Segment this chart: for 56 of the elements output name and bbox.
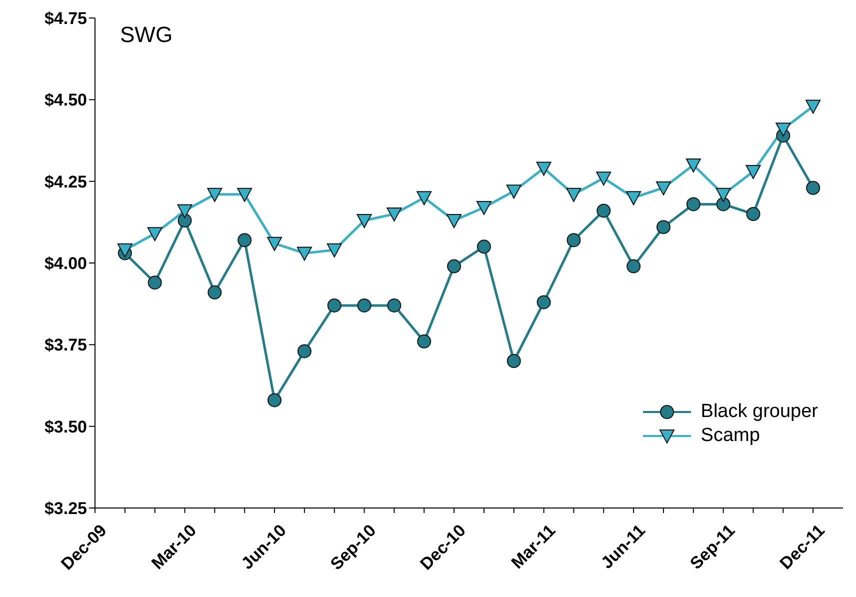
point — [686, 197, 700, 212]
point — [596, 204, 611, 218]
point — [177, 204, 192, 218]
point — [147, 227, 162, 242]
point — [447, 259, 462, 274]
point — [566, 233, 581, 248]
point — [806, 100, 821, 114]
point — [626, 259, 641, 274]
legend-label: Scamp — [700, 425, 760, 447]
point — [356, 214, 372, 228]
point — [536, 162, 552, 176]
point — [806, 180, 820, 195]
point — [506, 354, 521, 368]
point — [656, 181, 671, 196]
y-tick-label: $4.00 — [44, 254, 87, 274]
point — [208, 285, 222, 300]
point — [536, 295, 551, 310]
point — [238, 233, 252, 248]
point — [686, 158, 701, 172]
point — [416, 191, 432, 206]
point — [326, 243, 342, 258]
point — [596, 172, 612, 186]
point — [716, 188, 731, 202]
point — [716, 197, 730, 212]
chart-title: SWG — [120, 22, 173, 48]
y-tick-label: $3.25 — [44, 499, 87, 518]
point — [626, 191, 642, 206]
point — [327, 298, 342, 312]
point — [506, 184, 522, 199]
legend-label: Black grouper — [700, 401, 818, 423]
point — [148, 276, 162, 290]
point — [446, 214, 462, 228]
point — [296, 246, 312, 261]
point — [746, 207, 760, 221]
point — [237, 188, 252, 202]
point — [476, 240, 491, 254]
point — [656, 220, 670, 234]
y-tick-label: $4.25 — [44, 172, 87, 192]
point — [178, 214, 192, 228]
y-tick-label: $3.75 — [44, 336, 87, 355]
point — [386, 208, 402, 222]
point — [207, 188, 222, 202]
point — [417, 334, 432, 348]
point — [297, 344, 312, 358]
point — [476, 200, 492, 215]
y-tick-label: $4.50 — [44, 90, 87, 110]
point — [117, 243, 132, 258]
point — [566, 188, 582, 202]
point — [387, 298, 402, 312]
y-tick-label: $4.75 — [44, 9, 87, 28]
point — [746, 165, 761, 180]
point — [776, 122, 791, 137]
point — [267, 236, 282, 251]
point — [357, 298, 372, 312]
y-tick-label: $3.50 — [44, 417, 87, 436]
point — [268, 393, 282, 408]
